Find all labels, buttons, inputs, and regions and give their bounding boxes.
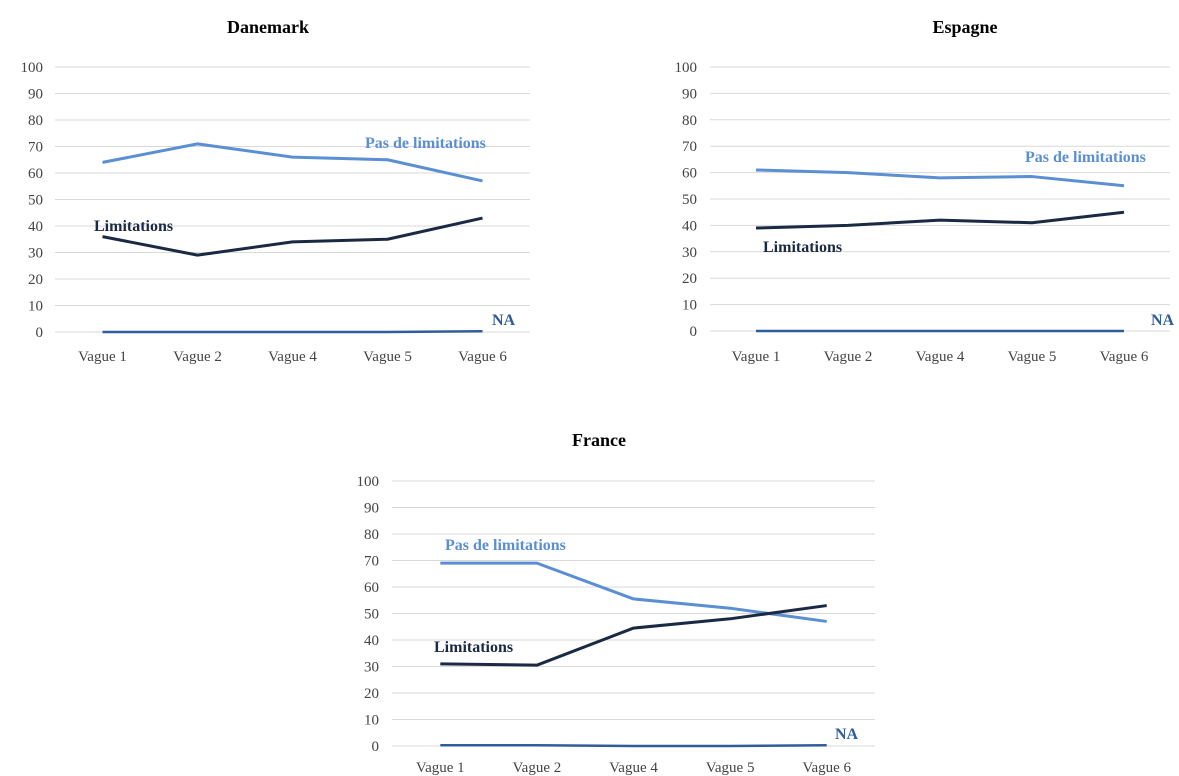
y-tick-label: 70 bbox=[28, 140, 43, 156]
y-tick-label: 0 bbox=[36, 325, 44, 341]
x-tick-label: Vague 6 bbox=[1100, 349, 1149, 365]
y-tick-label: 90 bbox=[682, 86, 697, 102]
chart-title-france: France bbox=[572, 430, 626, 450]
y-tick-label: 70 bbox=[364, 554, 379, 570]
series-label-limitations: Limitations bbox=[94, 218, 173, 235]
x-tick-label: Vague 5 bbox=[1008, 349, 1057, 365]
series-line-limitations bbox=[440, 604, 827, 667]
series-label-pas-de-limitations: Pas de limitations bbox=[1025, 149, 1146, 166]
series-line-limitations bbox=[755, 210, 1125, 230]
x-tick-label: Vague 1 bbox=[416, 760, 465, 776]
y-tick-label: 40 bbox=[28, 219, 43, 235]
y-tick-label: 100 bbox=[21, 60, 44, 76]
y-tick-label: 50 bbox=[28, 193, 43, 209]
y-tick-label: 20 bbox=[28, 272, 43, 288]
y-tick-label: 50 bbox=[682, 192, 697, 208]
x-tick-label: Vague 4 bbox=[609, 760, 658, 776]
y-tick-label: 20 bbox=[364, 686, 379, 702]
y-tick-label: 30 bbox=[364, 660, 379, 676]
y-tick-label: 80 bbox=[682, 113, 697, 129]
x-tick-label: Vague 4 bbox=[916, 349, 965, 365]
series-line-na bbox=[102, 329, 483, 334]
y-tick-label: 40 bbox=[682, 218, 697, 234]
series-label-pas-de-limitations: Pas de limitations bbox=[365, 135, 486, 152]
x-tick-label: Vague 5 bbox=[706, 760, 755, 776]
y-tick-label: 10 bbox=[364, 713, 379, 729]
series-line-pas-de-limitations bbox=[755, 168, 1125, 188]
y-tick-label: 100 bbox=[675, 60, 698, 76]
y-tick-label: 60 bbox=[682, 166, 697, 182]
series-line-limitations bbox=[102, 216, 483, 257]
y-tick-label: 30 bbox=[28, 246, 43, 262]
y-tick-label: 40 bbox=[364, 633, 379, 649]
series-line-pas-de-limitations bbox=[440, 561, 827, 623]
y-tick-label: 0 bbox=[372, 739, 380, 755]
y-tick-label: 80 bbox=[364, 527, 379, 543]
y-tick-label: 70 bbox=[682, 139, 697, 155]
series-label-pas-de-limitations: Pas de limitations bbox=[445, 537, 566, 554]
series-line-pas-de-limitations bbox=[102, 142, 483, 183]
series-label-na: NA bbox=[1151, 312, 1175, 329]
x-tick-label: Vague 2 bbox=[513, 760, 562, 776]
series-line-na bbox=[440, 743, 827, 748]
x-tick-label: Vague 2 bbox=[824, 349, 873, 365]
x-tick-label: Vague 2 bbox=[173, 349, 222, 365]
series-label-limitations: Limitations bbox=[763, 239, 842, 256]
y-tick-label: 0 bbox=[690, 324, 698, 340]
y-tick-label: 80 bbox=[28, 113, 43, 129]
x-tick-label: Vague 5 bbox=[363, 349, 412, 365]
x-tick-label: Vague 6 bbox=[802, 760, 851, 776]
chart-title-espagne: Espagne bbox=[932, 17, 998, 37]
y-tick-label: 60 bbox=[28, 166, 43, 182]
series-label-na: NA bbox=[835, 726, 859, 743]
y-tick-label: 30 bbox=[682, 245, 697, 261]
y-tick-label: 50 bbox=[364, 607, 379, 623]
x-tick-label: Vague 1 bbox=[78, 349, 127, 365]
x-tick-label: Vague 1 bbox=[732, 349, 781, 365]
x-tick-label: Vague 6 bbox=[458, 349, 507, 365]
y-tick-label: 90 bbox=[364, 501, 379, 517]
series-label-limitations: Limitations bbox=[434, 639, 513, 656]
series-label-na: NA bbox=[492, 312, 516, 329]
y-tick-label: 20 bbox=[682, 271, 697, 287]
y-tick-label: 10 bbox=[28, 299, 43, 315]
y-tick-label: 90 bbox=[28, 87, 43, 103]
y-tick-label: 100 bbox=[357, 474, 380, 490]
y-tick-label: 10 bbox=[682, 298, 697, 314]
y-tick-label: 60 bbox=[364, 580, 379, 596]
chart-title-danemark: Danemark bbox=[227, 17, 309, 37]
x-tick-label: Vague 4 bbox=[268, 349, 317, 365]
